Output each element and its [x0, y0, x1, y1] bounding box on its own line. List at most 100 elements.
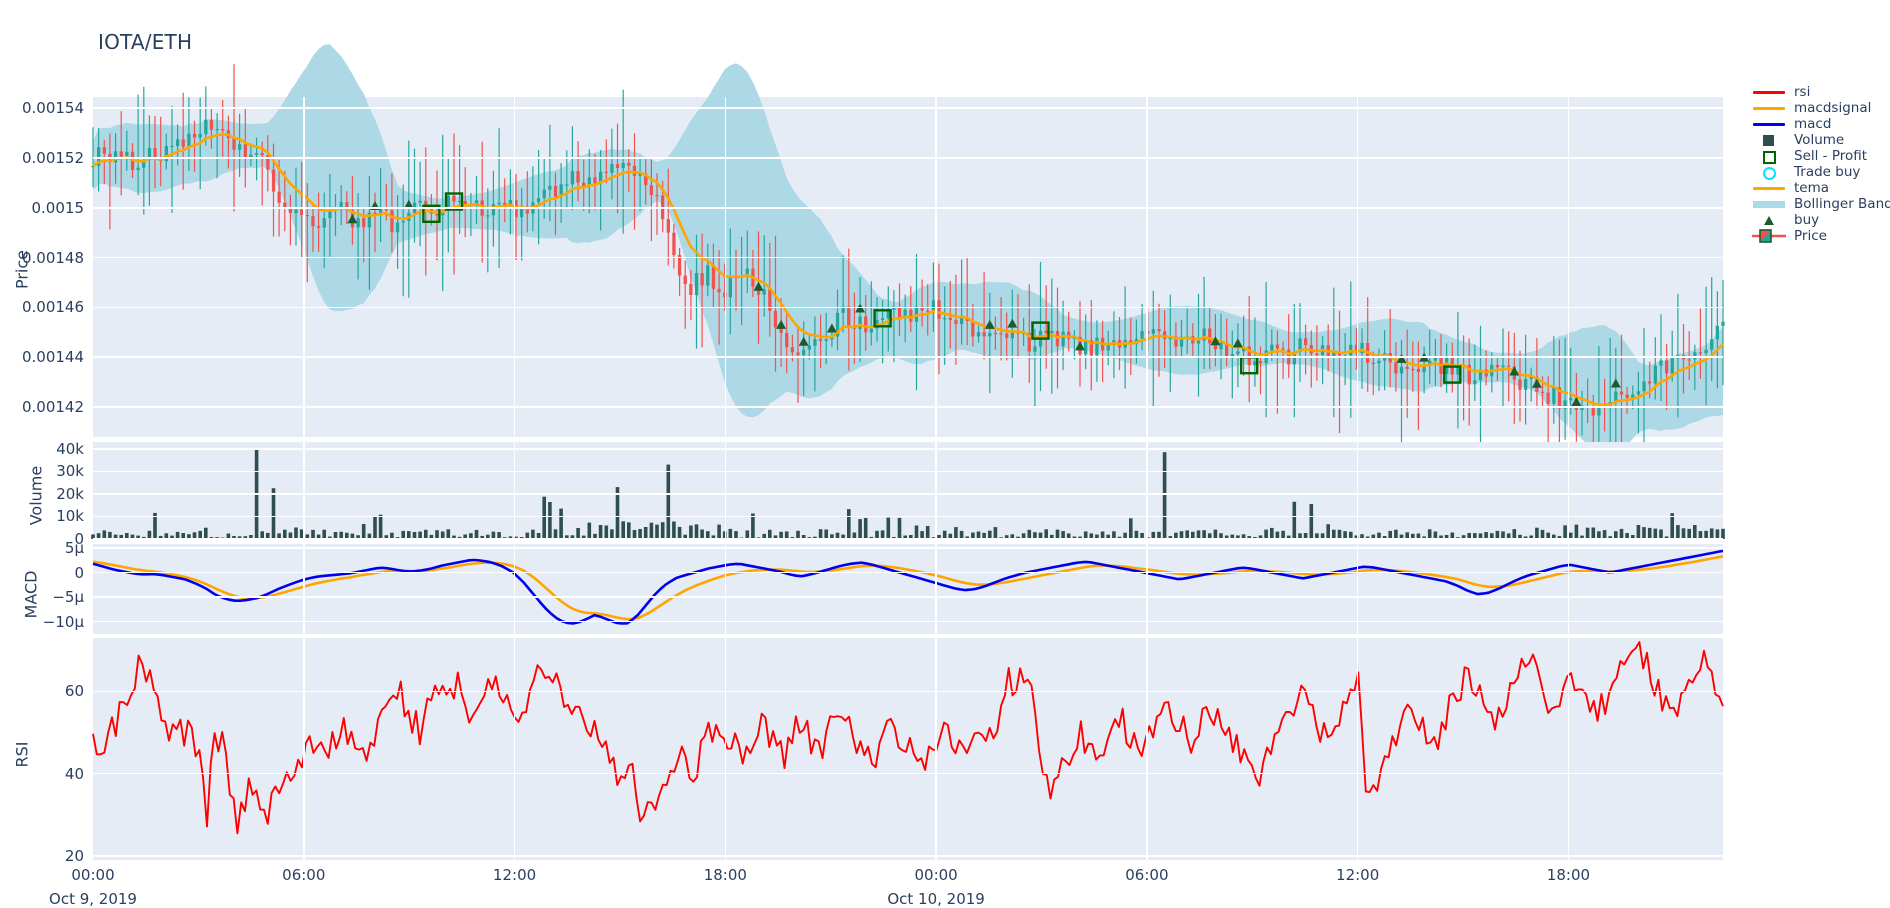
rsi-y-tick: 60 — [64, 682, 84, 701]
legend-item-label: tema — [1794, 180, 1830, 196]
gridline-horizontal — [93, 596, 1723, 598]
macd-y-tick: −10µ — [42, 612, 84, 631]
x-axis-tick: 00:00 — [71, 866, 115, 884]
gridline-vertical — [1567, 442, 1570, 539]
filled-square-icon — [1752, 132, 1786, 148]
gridline-horizontal — [93, 620, 1723, 623]
gridline-vertical — [724, 442, 727, 539]
gridline-horizontal — [93, 356, 1723, 359]
gridline-horizontal — [93, 447, 1723, 450]
gridline-horizontal — [93, 306, 1723, 309]
legend-item-trade-buy[interactable]: Trade buy — [1752, 164, 1890, 180]
gridline-horizontal — [93, 571, 1723, 574]
open-square-icon — [1752, 148, 1786, 164]
legend-item-sell-profit[interactable]: Sell - Profit — [1752, 148, 1890, 164]
x-axis-tick: 12:00 — [1336, 866, 1380, 884]
macd-y-tick: 0 — [74, 563, 84, 582]
price-y-tick: 0.00152 — [21, 149, 84, 168]
legend-item-bollinger-band[interactable]: Bollinger Band — [1752, 196, 1890, 212]
price-y-tick: 0.00146 — [21, 298, 84, 317]
line-icon — [1752, 116, 1786, 132]
legend-item-buy[interactable]: buy — [1752, 212, 1890, 228]
legend-item-label: Sell - Profit — [1794, 148, 1868, 164]
candlestick-icon — [1752, 229, 1786, 243]
macd-y-tick: 5µ — [64, 538, 84, 557]
x-axis-tick: 18:00 — [1546, 866, 1591, 884]
gridline-vertical — [1567, 97, 1570, 437]
gridline-vertical — [1146, 544, 1148, 634]
gridline-horizontal — [93, 515, 1723, 518]
buy-markers — [347, 199, 1621, 406]
x-axis-tick: 06:00 — [1125, 866, 1169, 884]
line-icon — [1752, 84, 1786, 100]
gridline-vertical — [302, 442, 305, 539]
gridline-vertical — [302, 97, 305, 437]
legend-item-label: Volume — [1794, 132, 1845, 148]
volume-y-tick: 30k — [56, 462, 84, 481]
gridline-horizontal — [93, 107, 1723, 109]
line-icon — [1752, 100, 1786, 116]
gridline-horizontal — [93, 207, 1723, 209]
gridline-vertical — [1356, 638, 1359, 860]
gridline-vertical — [513, 638, 516, 860]
gridline-horizontal — [93, 493, 1723, 495]
gridline-vertical — [1356, 442, 1359, 539]
legend-item-volume[interactable]: Volume — [1752, 132, 1890, 148]
gridline-vertical — [302, 638, 305, 860]
gridline-vertical — [935, 97, 937, 437]
legend-item-macd[interactable]: macd — [1752, 116, 1890, 132]
rsi-line — [92, 641, 1724, 835]
gridline-vertical — [513, 442, 516, 539]
price-y-tick: 0.00142 — [21, 398, 84, 417]
price-y-tick: 0.00148 — [21, 248, 84, 267]
x-axis-day-label: Oct 9, 2019 — [49, 890, 137, 908]
volume-bars — [91, 448, 1725, 539]
gridline-vertical — [1356, 97, 1359, 437]
gridline-vertical — [724, 97, 727, 437]
gridline-vertical — [1567, 544, 1570, 634]
legend-item-label: buy — [1794, 212, 1820, 228]
legend-item-rsi[interactable]: rsi — [1752, 84, 1890, 100]
gridline-horizontal — [93, 470, 1723, 473]
gridline-vertical — [1356, 544, 1359, 634]
x-axis-tick: 18:00 — [703, 866, 747, 884]
line-icon — [1752, 180, 1786, 196]
gridline-horizontal — [93, 538, 1723, 540]
x-axis-day-label: Oct 10, 2019 — [887, 890, 985, 908]
triangle-up-icon — [1752, 212, 1786, 228]
legend-item-label: Bollinger Band — [1794, 196, 1890, 212]
legend-item-label: Price — [1794, 228, 1827, 244]
gridline-horizontal — [93, 547, 1723, 549]
gridline-vertical — [302, 544, 305, 634]
open-circle-icon — [1752, 164, 1786, 180]
macd-chart-panel — [93, 544, 1723, 634]
macd-y-tick: −5µ — [52, 588, 84, 607]
rsi-y-tick: 20 — [64, 846, 84, 865]
volume-y-tick: 10k — [56, 507, 84, 526]
x-axis-tick: 00:00 — [914, 866, 958, 884]
chart-legend: rsi macdsignal macd Volume Sell - Profit Trad… — [1752, 84, 1890, 244]
legend-item-price[interactable]: Price — [1752, 228, 1890, 244]
gridline-vertical — [1146, 638, 1148, 860]
legend-item-tema[interactable]: tema — [1752, 180, 1890, 196]
rsi-y-tick: 40 — [64, 764, 84, 783]
volume-chart-panel — [93, 442, 1723, 539]
legend-item-label: rsi — [1794, 84, 1811, 100]
legend-item-label: macd — [1794, 116, 1832, 132]
candlestick-icon — [1752, 228, 1786, 244]
gridline-horizontal — [93, 256, 1723, 259]
legend-item-macdsignal[interactable]: macdsignal — [1752, 100, 1890, 116]
gridline-horizontal — [93, 690, 1723, 693]
legend-item-label: Trade buy — [1794, 164, 1861, 180]
gridline-vertical — [724, 544, 727, 634]
price-y-tick: 0.0015 — [31, 198, 85, 217]
gridline-vertical — [935, 544, 937, 634]
page-title: IOTA/ETH — [98, 30, 193, 54]
band-swatch-icon — [1752, 196, 1786, 212]
volume-y-tick: 0 — [74, 530, 84, 548]
volume-y-tick: 40k — [56, 439, 84, 458]
